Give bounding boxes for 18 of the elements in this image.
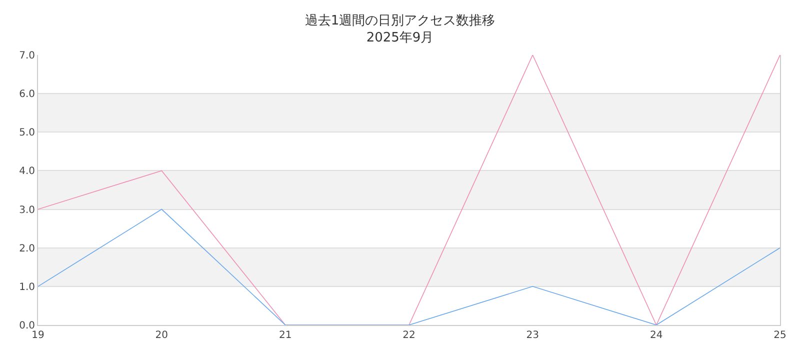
x-tick-label: 24	[650, 330, 663, 341]
y-tick-label: 4.0	[19, 166, 35, 178]
chart-title: 過去1週間の日別アクセス数推移	[304, 14, 496, 28]
x-tick-label: 19	[32, 330, 44, 341]
chart-subtitle: 2025年9月	[366, 30, 434, 46]
y-tick-label: 1.0	[19, 282, 35, 293]
x-tick-label: 22	[402, 330, 416, 341]
x-tick-label: 25	[774, 330, 786, 341]
y-tick-label: 2.0	[19, 243, 35, 254]
y-tick-label: 0.0	[19, 320, 35, 332]
x-tick-label: 21	[278, 330, 292, 341]
y-tick-label: 5.0	[19, 128, 35, 139]
x-tick-label: 23	[526, 330, 540, 341]
line-series	[38, 55, 780, 325]
x-tick-label: 20	[155, 330, 168, 341]
y-tick-label: 3.0	[19, 204, 35, 216]
y-tick-label: 6.0	[19, 89, 35, 100]
y-tick-label: 7.0	[19, 50, 35, 62]
